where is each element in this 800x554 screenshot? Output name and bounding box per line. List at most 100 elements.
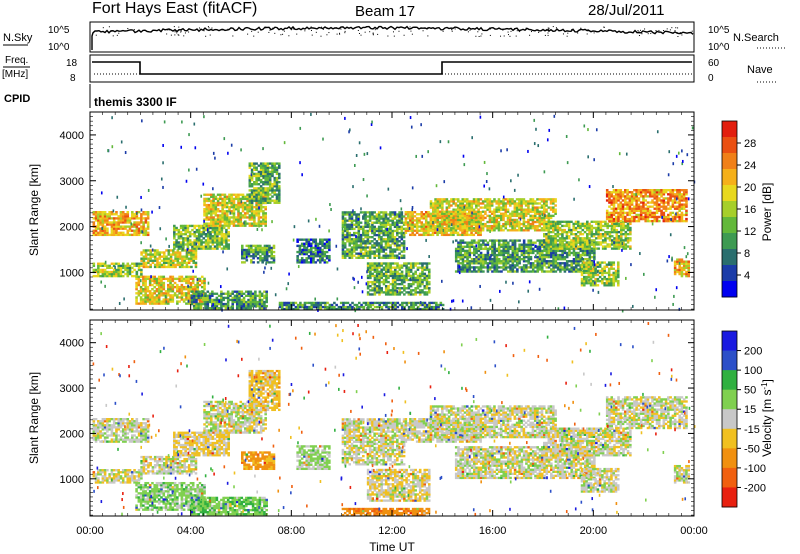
echo-cell [239, 205, 243, 209]
nsearch-dot [173, 26, 175, 28]
echo-cell [411, 229, 414, 232]
echo-cell [488, 204, 492, 207]
echo-cell [452, 231, 455, 234]
echo-cell [219, 220, 222, 223]
echo-cell [391, 280, 395, 284]
echo-cell [228, 222, 231, 225]
echo-cell [382, 268, 386, 271]
echo-cell [515, 212, 519, 215]
echo-cell [264, 216, 267, 219]
echo-cell [547, 266, 551, 269]
echo-cell [486, 243, 490, 246]
echo-cell [357, 254, 361, 257]
echo-cell [525, 249, 528, 253]
echo-cell [518, 200, 521, 203]
echo-cell [246, 199, 249, 203]
echo-cell [429, 218, 433, 222]
echo-cell [377, 254, 381, 257]
echo-cell [275, 187, 279, 190]
echo-cell [183, 261, 186, 265]
echo-cell [314, 248, 318, 252]
echo-cell [504, 245, 508, 248]
echo-cell [314, 246, 318, 250]
echo-cell [389, 270, 393, 273]
echo-cell [197, 245, 201, 248]
echo-cell [527, 255, 530, 259]
echo-cell [468, 229, 471, 232]
echo-cell [355, 219, 358, 222]
echo-cell [191, 228, 194, 232]
echo-cell [350, 227, 354, 231]
echo-cell [504, 243, 508, 246]
nsearch-dot [203, 30, 205, 32]
echo-cell [207, 237, 210, 240]
echo-cell [225, 233, 228, 236]
echo-cell [488, 266, 492, 269]
echo-cell [140, 221, 143, 224]
echo-cell [178, 263, 182, 267]
echo-cell [400, 264, 404, 267]
echo-cell [124, 233, 127, 237]
echo-cell [195, 230, 199, 234]
echo-cell [403, 262, 406, 265]
echo-cell [160, 255, 164, 258]
echo-cell [436, 216, 440, 220]
echo-cell [477, 229, 480, 232]
echo-cell [477, 241, 481, 244]
echo-cell [366, 254, 370, 257]
echo-cell [238, 304, 241, 308]
echo-cell [362, 238, 365, 241]
echo-cell [259, 185, 263, 188]
echo-cell [450, 229, 453, 232]
echo-cell [527, 260, 530, 263]
echo-cell [257, 189, 261, 192]
nsearch-dot [525, 27, 527, 29]
echo-cell [411, 225, 414, 228]
echo-cell [436, 212, 440, 215]
echo-cell [438, 216, 442, 220]
echo-cell [219, 195, 222, 199]
echo-cell [348, 227, 352, 231]
echo-cell [263, 246, 267, 250]
echo-cell [359, 240, 363, 243]
echo-cell [153, 281, 156, 285]
echo-cell [167, 302, 170, 305]
echo-cell [405, 276, 408, 280]
echo-cell [543, 255, 546, 259]
nsearch-dot [579, 29, 581, 31]
echo-cell [362, 227, 365, 231]
echo-cell [484, 247, 487, 251]
echo-cell [312, 259, 315, 262]
echo-cell [377, 248, 381, 251]
echo-cell [529, 255, 533, 259]
echo-cell [504, 220, 508, 224]
echo-cell [250, 191, 254, 194]
echo-cell [173, 294, 177, 297]
echo-cell [543, 245, 546, 248]
echo-cell [420, 233, 424, 237]
echo-cell [156, 249, 159, 252]
echo-cell [509, 257, 512, 261]
echo-cell [264, 199, 267, 202]
echo-cell [375, 213, 379, 216]
echo-cell [316, 252, 320, 256]
nsearch-dot [571, 28, 573, 30]
echo-cell [364, 223, 367, 226]
echo-cell [547, 198, 551, 201]
echo-cell [346, 223, 349, 226]
echo-cell [124, 213, 127, 216]
echo-cell [459, 212, 462, 215]
echo-cell [382, 254, 385, 257]
echo-cell [377, 246, 381, 249]
echo-cell [412, 266, 415, 269]
echo-cell [366, 268, 370, 271]
echo-cell [563, 257, 567, 261]
echo-cell [190, 302, 194, 306]
echo-cell [398, 272, 402, 276]
echo-cell [176, 300, 179, 303]
echo-cell [384, 238, 388, 241]
echo-cell [411, 227, 414, 230]
echo-cell [208, 300, 212, 304]
echo-cell [153, 265, 157, 269]
echo-cell [341, 242, 345, 245]
